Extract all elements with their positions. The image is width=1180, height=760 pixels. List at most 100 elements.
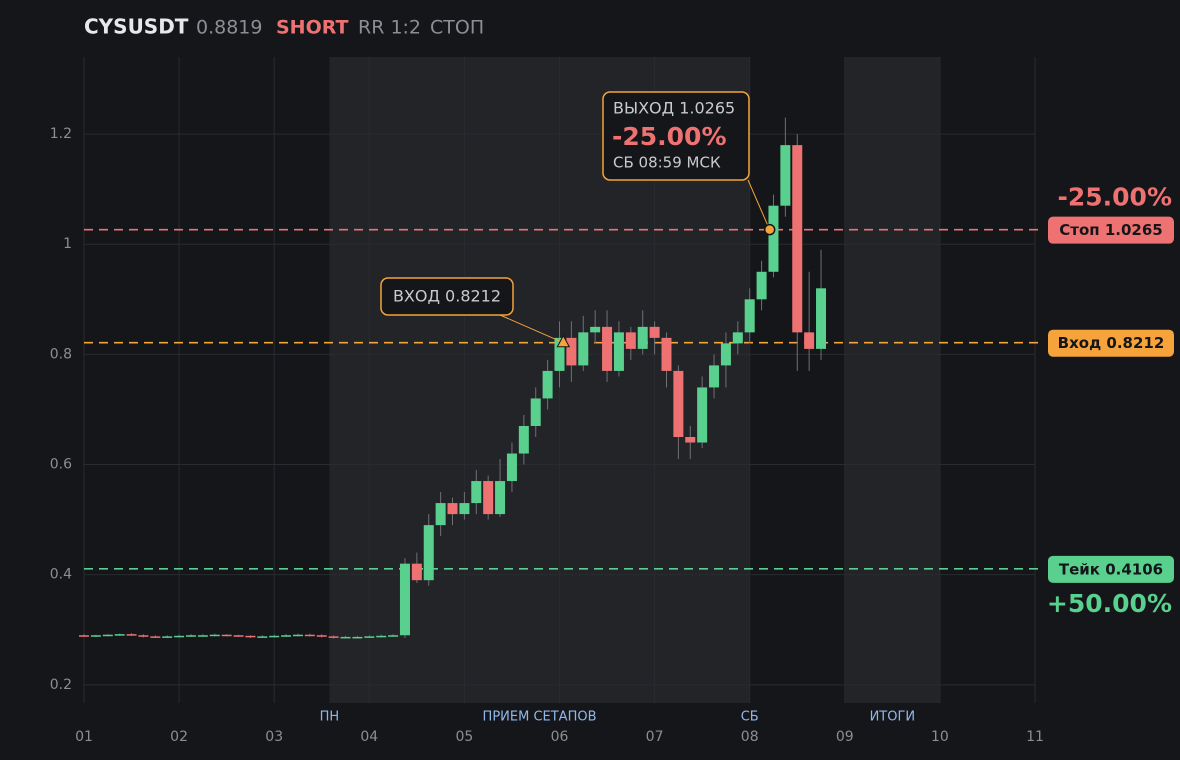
exit-label: ВЫХОД 1.0265: [613, 99, 735, 118]
session-label: СБ: [741, 710, 759, 725]
candle-body: [590, 326, 601, 333]
callout-leader: [747, 179, 771, 230]
session-label: ПН: [320, 710, 340, 725]
candle-body: [197, 635, 208, 637]
candle-body: [399, 563, 410, 636]
candle-body: [316, 635, 327, 637]
candle-body: [661, 337, 672, 371]
candle-body: [554, 337, 565, 371]
level-badge: [1048, 216, 1174, 244]
levels: Стоп 1.0265 -25.00% Вход 0.8212 Тейк 0.4106…: [84, 183, 1174, 618]
candle-body: [578, 332, 589, 366]
candle-body: [102, 634, 113, 637]
x-tick-label: 03: [265, 729, 283, 745]
level-badge: [1048, 555, 1174, 583]
candle-body: [625, 332, 636, 349]
symbol: CYSUSDT: [84, 15, 189, 39]
candle-body: [376, 635, 387, 638]
y-tick-label: 0.6: [50, 457, 72, 473]
x-tick-label: 06: [551, 729, 569, 745]
x-tick-label: 10: [931, 729, 949, 745]
candle-body: [685, 437, 696, 443]
session-label: ИТОГИ: [870, 710, 916, 725]
candle-body: [79, 635, 89, 637]
candle-body: [162, 636, 173, 638]
candle-body: [245, 635, 256, 638]
candle-body: [388, 635, 399, 637]
candle-body: [602, 326, 613, 371]
session-label: ПРИЕМ СЕТАПОВ: [483, 710, 597, 725]
level-percent: +50.00%: [1047, 589, 1172, 618]
candle-body: [221, 634, 232, 637]
annotations: ПН ПРИЕМ СЕТАПОВ СБ ИТОГИ ВХОД 0.8212 ВЫХОД 1…: [320, 91, 916, 725]
entry-marker: [556, 334, 571, 348]
shaded-range: [844, 57, 940, 703]
candle-body: [518, 425, 529, 454]
candle-body: [304, 634, 315, 637]
x-tick-label: 07: [646, 729, 664, 745]
exit-marker: [763, 223, 776, 236]
candle-body: [435, 503, 446, 526]
candle-body: [114, 634, 125, 636]
candle-body: [613, 332, 624, 371]
x-tick-label: 02: [170, 729, 188, 745]
candle-body: [364, 636, 375, 638]
candle-body: [637, 326, 648, 349]
y-tick-label: 0.4: [50, 567, 72, 583]
candle-body: [495, 481, 506, 515]
candles: [79, 117, 827, 639]
candle-body: [792, 145, 803, 333]
callout-box: [380, 277, 514, 316]
candle-body: [542, 370, 553, 399]
candle-body: [780, 145, 791, 206]
y-tick-label: 1.2: [50, 126, 72, 142]
candle-body: [768, 205, 779, 272]
candle-body: [649, 326, 660, 338]
candle-body: [328, 636, 339, 638]
candle-body: [720, 343, 731, 366]
candle-body: [530, 398, 541, 426]
candle-body: [483, 481, 494, 515]
candle-body: [138, 635, 149, 637]
candle-body: [756, 271, 767, 300]
x-tick-label: 04: [360, 729, 378, 745]
candle-body: [150, 636, 161, 638]
price: 0.8819: [196, 17, 262, 39]
level-percent: -25.00%: [1057, 183, 1172, 212]
candle-body: [281, 635, 292, 637]
candle-body: [732, 332, 743, 344]
side: SHORT: [276, 17, 349, 39]
x-tick-label: 08: [741, 729, 759, 745]
candle-body: [174, 635, 185, 638]
entry-label: ВХОД 0.8212: [393, 287, 501, 306]
candle-body: [447, 503, 458, 515]
level-label: Вход 0.8212: [1058, 334, 1165, 352]
level-badge: [1048, 329, 1174, 357]
x-tick-label: 05: [455, 729, 473, 745]
candle-body: [566, 337, 577, 366]
candle-body: [697, 387, 708, 443]
risk-reward: RR 1:2: [358, 17, 421, 39]
candle-body: [709, 365, 720, 388]
level-label: Тейк 0.4106: [1059, 560, 1163, 578]
candle-body: [816, 288, 827, 349]
candle-body: [673, 370, 684, 437]
candle-body: [292, 634, 303, 637]
candle-body: [506, 453, 517, 482]
candle-body: [185, 635, 196, 637]
callout-leader: [499, 314, 564, 344]
candle-body: [411, 563, 422, 581]
candle-body: [209, 634, 220, 637]
y-tick-label: 1: [63, 236, 72, 252]
x-tick-label: 01: [75, 729, 93, 745]
exit-result: -25.00%: [612, 122, 727, 151]
candle-body: [269, 635, 280, 638]
status: СТОП: [430, 17, 484, 39]
candle-body: [423, 525, 434, 581]
y-tick-label: 0.8: [50, 346, 72, 362]
level-label: Стоп 1.0265: [1059, 221, 1162, 239]
callout-box: [602, 91, 750, 181]
candle-body: [340, 636, 351, 639]
candle-body: [257, 636, 268, 638]
